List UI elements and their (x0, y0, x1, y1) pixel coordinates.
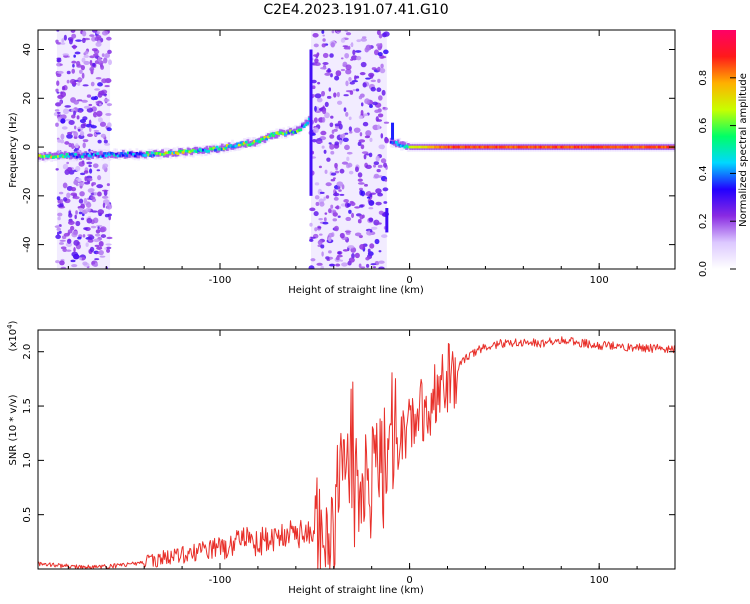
colorbar-gradient (712, 30, 736, 269)
noise-band-1 (308, 30, 390, 269)
colorbar-tick-label: 0.4 (698, 165, 709, 181)
spectrogram-x-tick-label: 0 (406, 275, 412, 286)
colorbar-tick-label: 0.0 (698, 261, 709, 277)
snr-y-axis: 0.5 1.0 1.5 2.0 (22, 344, 675, 523)
colorbar: 0.0 0.2 0.4 0.6 0.8 Normalized spectral ampl… (698, 30, 749, 277)
spectrogram-y-label: Frequency (Hz) (8, 112, 19, 188)
colorbar-label: Normalized spectral amplitude (738, 73, 749, 227)
spectral-spikes (309, 49, 395, 233)
snr-y-tick-label: 1.5 (22, 398, 33, 414)
snr-x-label: Height of straight line (km) (288, 585, 424, 596)
colorbar-axis: 0.0 0.2 0.4 0.6 0.8 (698, 70, 736, 277)
snr-series-line (38, 336, 675, 569)
snr-y-tick-label: 2.0 (22, 344, 33, 360)
spectrogram-frame (37, 29, 676, 270)
figure-title: C2E4.2023.191.07.41.G10 (263, 2, 448, 18)
snr-panel: -100 0 100 0.5 1.0 1.5 2.0 Height of straight… (6, 320, 676, 596)
spectrogram-y-tick-label: 0 (22, 144, 33, 150)
spectrogram-x-tick-label: -100 (209, 275, 232, 286)
snr-y-tick-label: 0.5 (22, 507, 33, 523)
spectrogram-panel: -100 0 100 -40 -20 0 20 40 Height of straight … (8, 29, 676, 296)
snr-x-tick-label: 0 (406, 575, 412, 586)
spectral-ridge (38, 114, 675, 163)
colorbar-tick-label: 0.2 (698, 213, 709, 229)
snr-y-tick-label: 1.0 (22, 452, 33, 468)
spectrogram-x-tick-label: 100 (590, 275, 609, 286)
snr-x-tick-label: -100 (209, 575, 232, 586)
spectrogram-y-axis: -40 -20 0 20 40 (22, 43, 675, 253)
spectrogram-y-tick-label: 20 (22, 92, 33, 105)
spectrogram-y-tick-label: 40 (22, 43, 33, 56)
spectrogram-heatmap (38, 30, 675, 269)
colorbar-tick-label: 0.6 (698, 118, 709, 134)
snr-x-axis: -100 0 100 (67, 330, 676, 586)
colorbar-tick-label: 0.8 (698, 70, 709, 86)
spectrogram-y-tick-label: -20 (22, 188, 33, 204)
snr-y-multiplier: (x104) (6, 320, 19, 351)
snr-x-tick-label: 100 (590, 575, 609, 586)
spectrogram-y-tick-label: -40 (22, 236, 33, 252)
snr-frame (37, 329, 676, 570)
spectrogram-x-axis: -100 0 100 (67, 30, 676, 286)
snr-y-label: SNR (10 * v/v) (8, 394, 19, 465)
spectrogram-x-label: Height of straight line (km) (288, 285, 424, 296)
